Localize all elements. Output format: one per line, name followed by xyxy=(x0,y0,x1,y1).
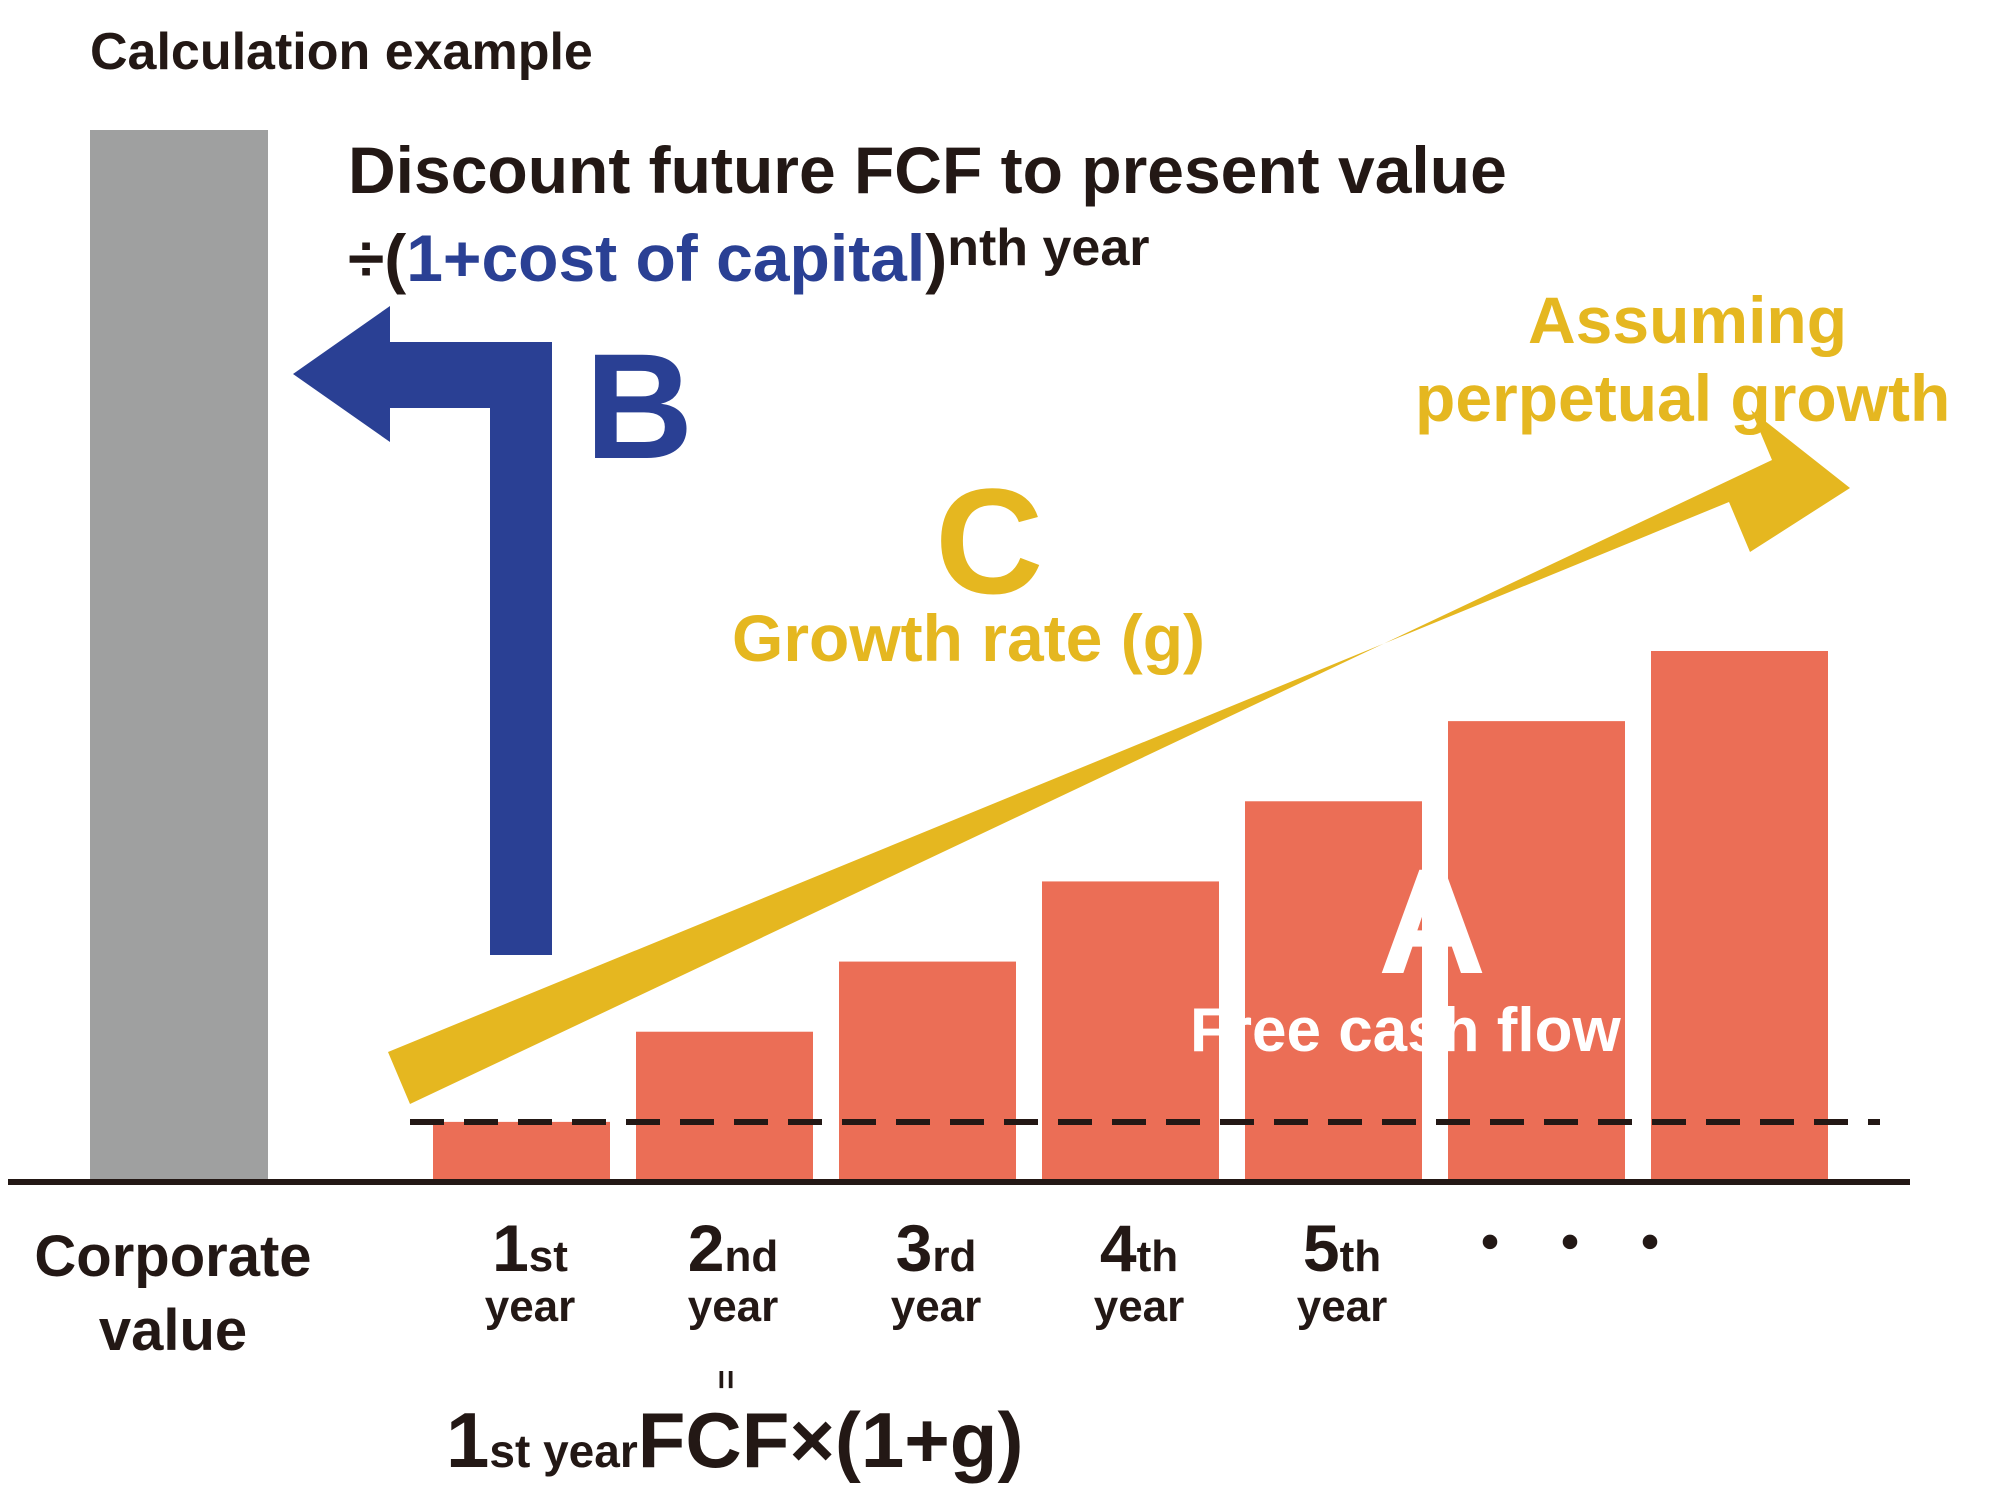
formula-exponent: nth year xyxy=(947,219,1150,277)
year-label-4: 4th year xyxy=(1064,1210,1214,1332)
formula-year-suffix: st year xyxy=(489,1425,638,1477)
year-word: year xyxy=(890,1282,982,1331)
fcf-bar-6 xyxy=(1448,721,1625,1182)
corporate-value-line-1: Corporate xyxy=(34,1224,312,1289)
label-a: A xyxy=(1378,837,1487,1005)
corporate-value-line-2: value xyxy=(98,1298,248,1363)
fcf-bar-1 xyxy=(433,1121,610,1182)
formula-main: FCF×(1+g) xyxy=(637,1396,1024,1484)
assumption-line-2: perpetual growth xyxy=(1415,361,1951,435)
discount-title: Discount future FCF to present value xyxy=(348,133,1507,207)
year-number: 2 xyxy=(687,1211,725,1285)
year-label-5: 5th year xyxy=(1267,1210,1417,1332)
year-label-3: 3rd year xyxy=(861,1210,1011,1332)
label-b: B xyxy=(585,322,694,490)
assumption-line-1: Assuming xyxy=(1528,283,1848,357)
fcf-bar-5 xyxy=(1245,801,1422,1182)
bars-group xyxy=(90,130,1828,1182)
discount-arrow-b xyxy=(293,306,552,955)
fcf-bar-4 xyxy=(1042,881,1219,1182)
fcf-bar-7 xyxy=(1651,650,1828,1182)
fcf-bar-3 xyxy=(839,961,1016,1182)
continuation-ellipsis: ・・・ xyxy=(1460,1211,1700,1278)
formula-year-number: 1 xyxy=(446,1396,490,1484)
year-word: year xyxy=(1093,1282,1185,1331)
formula-suffix: ) xyxy=(925,221,948,295)
year-label-2: 2nd year xyxy=(658,1210,808,1332)
corporate-value-label: Corporate value xyxy=(8,1220,338,1368)
growth-arrow-c xyxy=(388,410,1850,1104)
corporate-value-bar xyxy=(90,130,268,1182)
year-number: 4 xyxy=(1099,1211,1137,1285)
formula-prefix: ÷( xyxy=(348,221,407,295)
year-number: 5 xyxy=(1302,1211,1340,1285)
year-word: year xyxy=(484,1282,576,1331)
label-c: C xyxy=(935,457,1044,625)
growth-rate-label: Growth rate (g) xyxy=(732,601,1205,675)
second-year-formula: 1st yearFCF×(1+g) xyxy=(446,1395,1023,1486)
header-title: Calculation example xyxy=(90,23,593,81)
year-label-1: 1st year xyxy=(455,1210,605,1332)
year-word: year xyxy=(687,1282,779,1331)
year-suffix: th xyxy=(1339,1232,1382,1281)
year-number: 3 xyxy=(895,1211,933,1285)
equals-sign: = xyxy=(706,1369,745,1390)
formula-cost-of-capital: 1+cost of capital xyxy=(406,221,926,295)
year-suffix: th xyxy=(1136,1232,1179,1281)
free-cash-flow-label: Free cash flow xyxy=(1190,996,1621,1065)
discount-formula: ÷(1+cost of capital)nth year xyxy=(348,218,1150,296)
year-suffix: st xyxy=(528,1232,568,1281)
year-word: year xyxy=(1296,1282,1388,1331)
fcf-bar-2 xyxy=(636,1031,813,1182)
year-suffix: rd xyxy=(932,1232,977,1281)
year-number: 1 xyxy=(492,1211,529,1285)
year-suffix: nd xyxy=(724,1232,779,1281)
